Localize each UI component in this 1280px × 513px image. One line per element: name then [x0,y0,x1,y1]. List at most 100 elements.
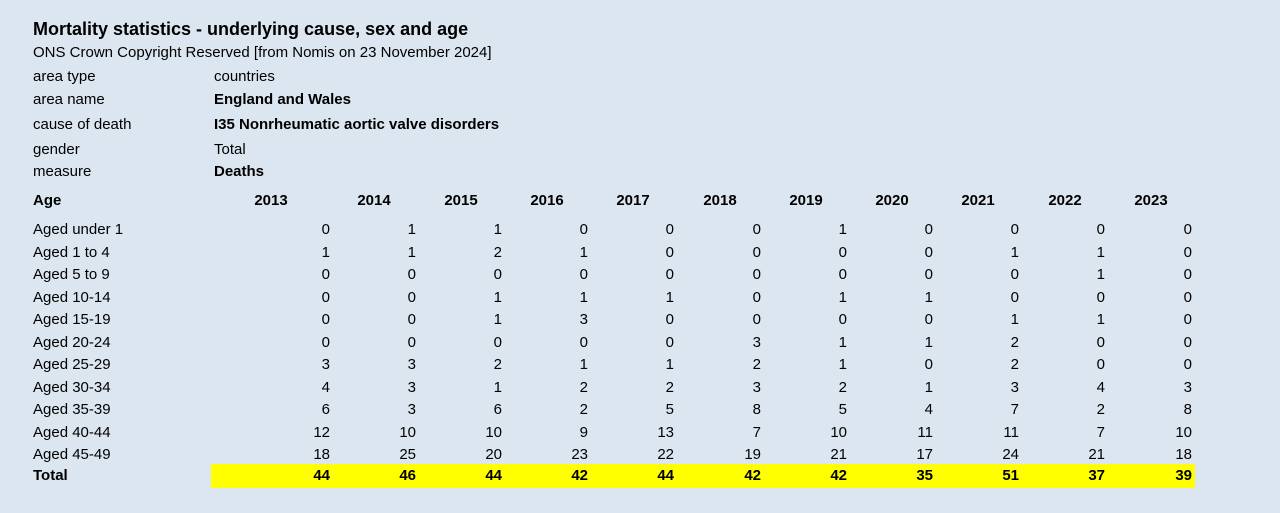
table-cell: 9 [579,424,588,441]
table-cell: 0 [321,311,330,328]
table-cell: 0 [924,356,933,373]
table-cell: 21 [830,446,847,463]
table-cell: 3 [752,379,761,396]
meta-value-gender: Total [214,141,246,158]
year-header-2022: 2022 [1048,192,1082,209]
table-cell: 18 [313,446,330,463]
table-cell: 0 [1096,356,1105,373]
meta-label-area-type: area type [33,68,96,85]
table-cell: 0 [1183,334,1192,351]
table-cell: 1 [407,221,416,238]
table-cell: 0 [1183,266,1192,283]
table-cell: 2 [1010,334,1019,351]
year-header-2015: 2015 [444,192,478,209]
table-cell: 1 [407,244,416,261]
table-cell: 1 [838,334,847,351]
table-cell: 0 [665,334,674,351]
table-cell: 2 [1096,401,1105,418]
year-header-2020: 2020 [875,192,909,209]
table-cell: 0 [752,266,761,283]
table-cell: 0 [665,266,674,283]
year-header-2023: 2023 [1134,192,1168,209]
total-cell: 42 [830,467,847,484]
table-cell: 20 [485,446,502,463]
total-cell: 35 [916,467,933,484]
table-cell: 1 [838,221,847,238]
table-cell: 0 [665,244,674,261]
total-cell: 44 [313,467,330,484]
table-cell: 7 [1010,401,1019,418]
table-cell: 0 [407,266,416,283]
table-cell: 3 [321,356,330,373]
total-cell: 39 [1175,467,1192,484]
table-cell: 4 [924,401,933,418]
table-cell: 4 [1096,379,1105,396]
table-cell: 13 [657,424,674,441]
table-cell: 1 [579,289,588,306]
row-label: Aged 15-19 [33,311,111,328]
row-label: Aged 1 to 4 [33,244,110,261]
table-cell: 0 [1010,266,1019,283]
table-cell: 2 [493,244,502,261]
table-cell: 0 [1183,244,1192,261]
row-label: Aged 40-44 [33,424,111,441]
table-cell: 3 [407,379,416,396]
table-cell: 3 [407,401,416,418]
table-cell: 0 [1096,221,1105,238]
table-cell: 0 [579,334,588,351]
year-header-2018: 2018 [703,192,737,209]
table-cell: 0 [752,221,761,238]
table-cell: 0 [838,311,847,328]
year-header-2013: 2013 [254,192,288,209]
row-label: Aged 45-49 [33,446,111,463]
row-label: Aged under 1 [33,221,124,238]
table-cell: 0 [1183,311,1192,328]
table-cell: 1 [665,289,674,306]
page-title: Mortality statistics - underlying cause,… [33,19,469,39]
table-cell: 1 [1010,311,1019,328]
table-cell: 1 [838,356,847,373]
table-cell: 0 [924,221,933,238]
table-cell: 1 [924,379,933,396]
meta-label-measure: measure [33,163,92,180]
table-cell: 0 [752,244,761,261]
meta-label-gender: gender [33,141,80,158]
year-header-2014: 2014 [357,192,391,209]
table-cell: 3 [407,356,416,373]
table-cell: 1 [665,356,674,373]
table-cell: 10 [1175,424,1192,441]
table-cell: 0 [924,244,933,261]
meta-label-area-name: area name [33,91,105,108]
table-cell: 2 [579,401,588,418]
total-cell: 46 [399,467,416,484]
table-cell: 0 [321,221,330,238]
meta-value-area-name: England and Wales [214,91,351,108]
table-cell: 0 [407,334,416,351]
table-cell: 21 [1088,446,1105,463]
table-cell: 2 [1010,356,1019,373]
age-column-header: Age [33,192,62,209]
table-cell: 24 [1002,446,1019,463]
table-cell: 0 [838,266,847,283]
table-cell: 11 [1003,424,1019,441]
year-header-2019: 2019 [789,192,823,209]
table-cell: 0 [407,311,416,328]
table-cell: 1 [493,289,502,306]
table-cell: 1 [838,289,847,306]
table-cell: 0 [407,289,416,306]
table-cell: 0 [493,334,502,351]
table-cell: 1 [1096,311,1105,328]
table-cell: 7 [1096,424,1105,441]
table-cell: 0 [321,266,330,283]
table-cell: 2 [579,379,588,396]
table-cell: 0 [1183,356,1192,373]
table-cell: 5 [838,401,847,418]
table-cell: 0 [1096,289,1105,306]
table-cell: 2 [838,379,847,396]
table-cell: 2 [493,356,502,373]
row-label: Aged 25-29 [33,356,111,373]
table-cell: 0 [838,244,847,261]
table-cell: 0 [579,266,588,283]
table-cell: 3 [1010,379,1019,396]
